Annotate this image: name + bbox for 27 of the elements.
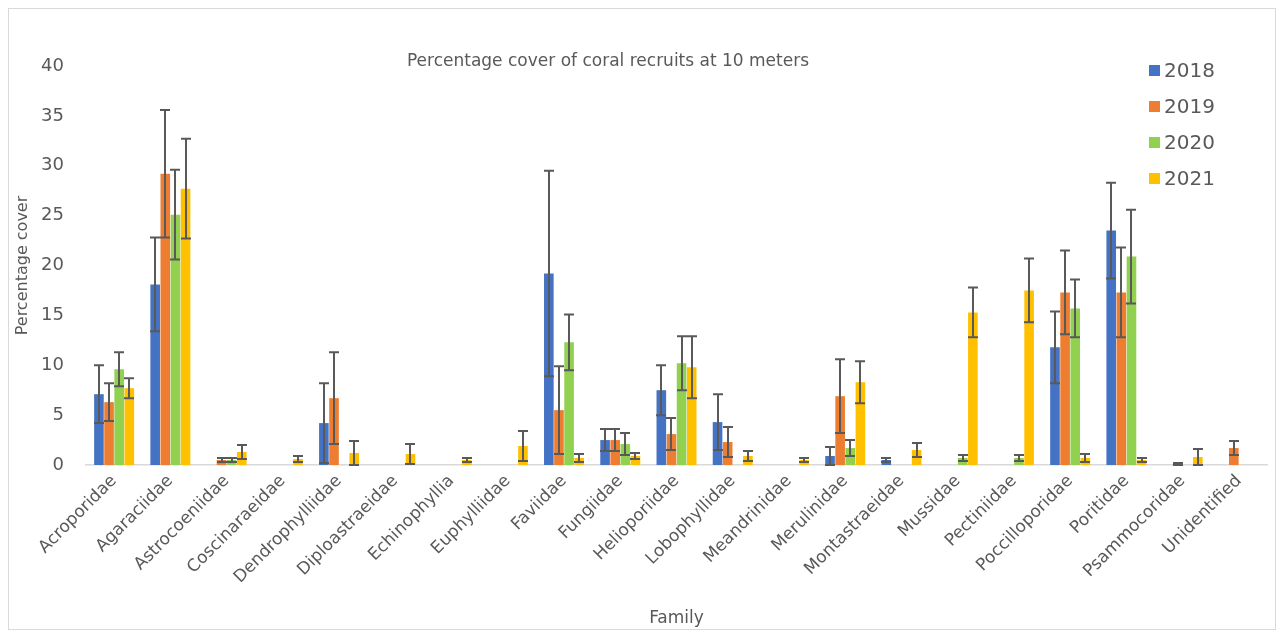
bar (1050, 347, 1060, 465)
legend-label: 2021 (1164, 165, 1215, 192)
legend-label: 2018 (1164, 57, 1215, 84)
bar (564, 342, 574, 465)
y-tick-label: 15 (41, 303, 64, 325)
y-tick-label: 25 (41, 203, 64, 225)
y-axis-title: Percentage cover (11, 195, 31, 336)
y-tick-label: 35 (41, 103, 64, 125)
x-axis-title: Family (649, 607, 704, 628)
bar (1060, 292, 1070, 465)
y-tick-label: 20 (41, 253, 64, 275)
y-tick-label: 30 (41, 153, 64, 175)
chart-title: Percentage cover of coral recruits at 10 meters (406, 50, 810, 71)
y-tick-label: 40 (41, 53, 64, 75)
y-tick-label: 5 (52, 402, 64, 424)
y-tick-label: 0 (52, 452, 64, 474)
bar (968, 312, 978, 465)
bar (160, 173, 171, 465)
legend-label: 2020 (1164, 129, 1215, 156)
bar (1106, 230, 1117, 465)
bar (1070, 308, 1081, 465)
legend-label: 2019 (1164, 93, 1215, 120)
bar (124, 388, 135, 465)
bar (114, 369, 124, 465)
y-tick-label: 10 (41, 352, 64, 374)
bar (150, 284, 160, 465)
bar (1024, 290, 1034, 465)
